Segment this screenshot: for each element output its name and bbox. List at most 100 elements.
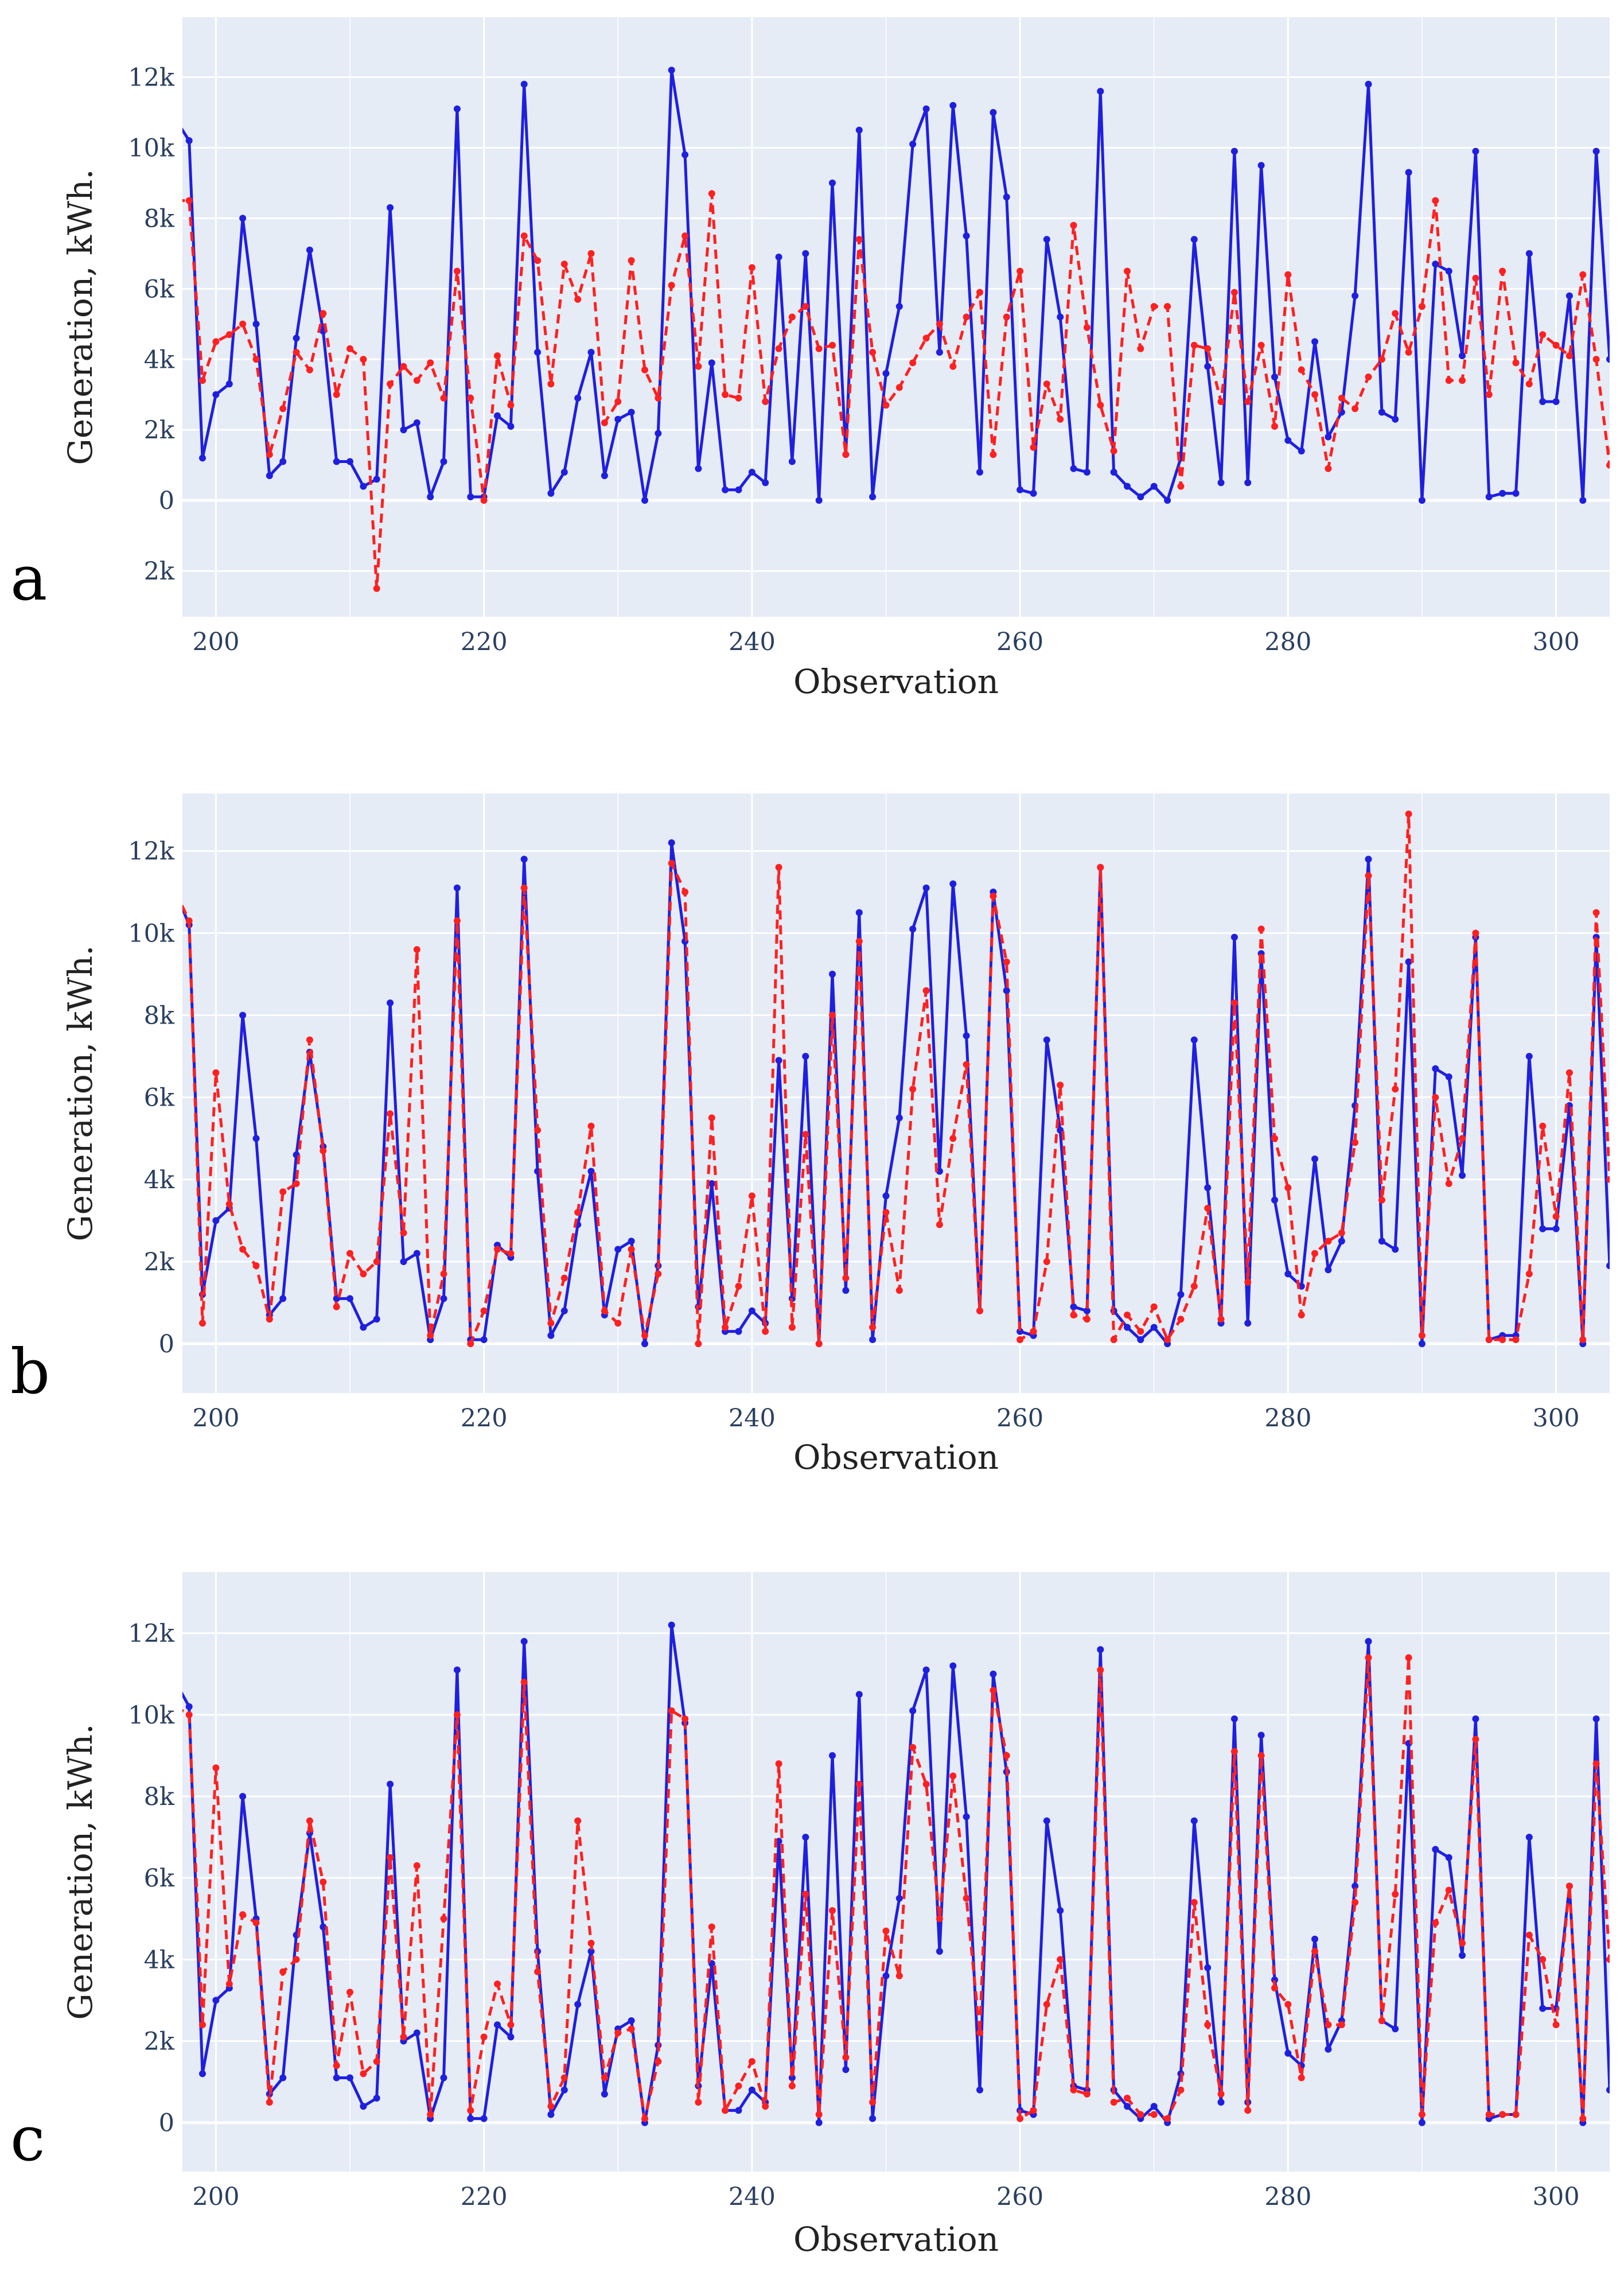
predicted-data-point bbox=[199, 377, 206, 384]
predicted-data-point bbox=[1432, 1919, 1439, 1927]
predicted-data-point bbox=[1338, 394, 1345, 402]
actual-data-point bbox=[507, 423, 515, 430]
x-axis-title-b: Observation bbox=[793, 1438, 999, 1477]
predicted-data-point bbox=[1311, 1948, 1318, 1955]
predicted-data-point bbox=[936, 320, 943, 328]
predicted-data-point bbox=[1137, 1328, 1144, 1335]
predicted-data-point bbox=[1097, 402, 1104, 409]
predicted-data-point bbox=[1499, 1336, 1506, 1343]
actual-data-point bbox=[936, 349, 943, 356]
actual-data-point bbox=[1365, 1637, 1372, 1645]
y-tick-label: 4k bbox=[144, 1166, 175, 1195]
actual-data-point bbox=[1432, 260, 1439, 268]
actual-data-point bbox=[1418, 1340, 1426, 1348]
predicted-data-point bbox=[400, 1229, 407, 1236]
predicted-data-point bbox=[1432, 197, 1439, 204]
actual-data-point bbox=[400, 1258, 407, 1265]
actual-data-point bbox=[239, 215, 247, 222]
actual-data-point bbox=[1083, 469, 1091, 476]
x-tick-label: 280 bbox=[1264, 628, 1311, 656]
predicted-data-point bbox=[936, 1915, 943, 1923]
gridlines-c bbox=[182, 1572, 1610, 2172]
predicted-data-point bbox=[695, 363, 702, 370]
predicted-data-point bbox=[494, 1981, 501, 1987]
actual-data-point bbox=[895, 303, 903, 310]
actual-data-point bbox=[333, 2074, 340, 2082]
predicted-data-point bbox=[722, 1324, 729, 1331]
predicted-data-point bbox=[722, 2107, 729, 2114]
predicted-data-point bbox=[815, 1340, 823, 1348]
predicted-data-point bbox=[239, 1911, 247, 1919]
predicted-data-point bbox=[239, 320, 247, 328]
predicted-data-point bbox=[560, 260, 568, 268]
predicted-data-point bbox=[1150, 303, 1158, 310]
actual-data-point bbox=[949, 102, 957, 109]
x-tick-labels-b: 200 220 240 260 280 300 bbox=[192, 1404, 1579, 1433]
actual-data-point bbox=[855, 909, 863, 916]
predicted-data-point bbox=[963, 313, 970, 321]
predicted-data-point bbox=[949, 363, 957, 370]
actual-data-point bbox=[1392, 2025, 1399, 2033]
actual-data-point bbox=[507, 2033, 515, 2041]
predicted-data-point bbox=[373, 1258, 380, 1265]
actual-data-point bbox=[788, 458, 796, 465]
predicted-data-point bbox=[212, 338, 220, 345]
actual-data-point bbox=[855, 126, 863, 134]
actual-data-point bbox=[842, 1287, 850, 1294]
predicted-data-point bbox=[306, 366, 313, 374]
actual-data-point bbox=[1445, 1073, 1452, 1080]
actual-data-point bbox=[279, 458, 287, 465]
predicted-data-point bbox=[1565, 1882, 1573, 1890]
predicted-data-point bbox=[695, 2099, 702, 2106]
predicted-data-point bbox=[1592, 1760, 1600, 1768]
predicted-data-point bbox=[1539, 1122, 1547, 1130]
predicted-data-point bbox=[1565, 1069, 1573, 1076]
actual-data-point bbox=[829, 970, 836, 978]
actual-data-point bbox=[829, 179, 836, 186]
predicted-data-point bbox=[333, 391, 340, 398]
predicted-data-point bbox=[1459, 377, 1466, 384]
predicted-data-point bbox=[735, 394, 742, 402]
predicted-data-point bbox=[628, 257, 635, 264]
predicted-data-point bbox=[1257, 1752, 1265, 1759]
predicted-data-point bbox=[1445, 1180, 1452, 1187]
actual-data-point bbox=[1284, 1270, 1292, 1278]
predicted-data-point bbox=[1352, 1898, 1359, 1906]
predicted-data-point bbox=[1512, 359, 1520, 367]
predicted-data-point bbox=[252, 356, 260, 363]
predicted-data-point bbox=[1177, 1316, 1185, 1323]
actual-data-point bbox=[252, 1135, 260, 1142]
x-axis-title-c: Observation bbox=[793, 2220, 999, 2259]
predicted-data-point bbox=[1271, 1985, 1278, 1992]
actual-data-point bbox=[802, 250, 809, 257]
panel-label-c: c bbox=[10, 2103, 45, 2175]
predicted-data-point bbox=[1392, 1890, 1399, 1898]
predicted-data-point bbox=[1472, 1736, 1479, 1743]
actual-data-point bbox=[1606, 356, 1610, 363]
actual-data-point bbox=[1525, 1053, 1533, 1060]
actual-data-point bbox=[266, 472, 273, 480]
predicted-data-point bbox=[1418, 303, 1426, 310]
predicted-data-point bbox=[507, 1250, 515, 1257]
gridlines-a bbox=[182, 17, 1610, 617]
actual-data-point bbox=[1150, 2103, 1158, 2110]
actual-data-point bbox=[440, 458, 447, 465]
predicted-data-point bbox=[681, 888, 689, 896]
predicted-data-point bbox=[681, 1715, 689, 1722]
predicted-data-point bbox=[346, 1250, 353, 1257]
y-tick-label: 0 bbox=[159, 487, 174, 515]
actual-data-point bbox=[413, 1250, 420, 1257]
predicted-data-point bbox=[1057, 1956, 1064, 1963]
actual-data-point bbox=[614, 1246, 622, 1253]
predicted-data-point bbox=[1030, 443, 1037, 451]
y-tick-label: 8k bbox=[144, 1783, 175, 1811]
predicted-data-point bbox=[413, 946, 420, 953]
actual-data-point bbox=[547, 489, 555, 497]
actual-data-point bbox=[387, 999, 394, 1006]
predicted-data-point bbox=[722, 391, 729, 398]
x-tick-label: 200 bbox=[192, 1404, 239, 1433]
actual-data-point bbox=[641, 497, 648, 504]
predicted-data-point bbox=[1230, 999, 1238, 1006]
actual-data-point bbox=[1257, 1732, 1265, 1739]
actual-data-point bbox=[1592, 1715, 1600, 1722]
